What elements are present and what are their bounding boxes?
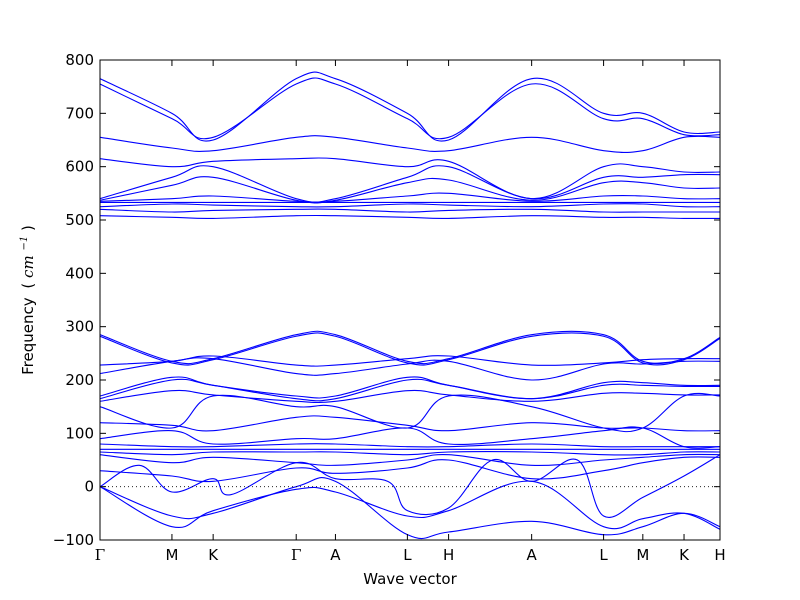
phonon-branch-22	[100, 443, 720, 448]
y-tick-label: 300	[65, 318, 94, 336]
phonon-branch-26	[100, 456, 720, 483]
phonon-branch-13	[100, 332, 720, 366]
phonon-branch-6	[100, 176, 720, 204]
y-tick-label: −100	[53, 531, 94, 549]
x-tick-label: Γ	[291, 546, 301, 564]
phonon-branch-15	[100, 357, 720, 381]
y-tick-label: 600	[65, 158, 94, 176]
phonon-branch-12	[100, 330, 720, 365]
phonon-branch-21	[100, 426, 720, 449]
y-axis-ticks: −100 0 100 200 300 400 500 600 700 800	[53, 51, 720, 549]
y-axis-label-text: Frequency	[19, 297, 37, 375]
y-tick-label: 0	[84, 478, 94, 496]
y-axis-label-group: Frequency ( cm −1 )	[13, 225, 37, 375]
phonon-branch-14	[100, 355, 720, 367]
x-tick-label: L	[599, 546, 608, 564]
phonon-branch-25	[100, 453, 720, 466]
y-axis-unit-open: (	[19, 283, 37, 289]
phonon-branch-5	[100, 165, 720, 203]
phonon-branch-7	[100, 192, 720, 203]
phonon-branch-24	[100, 451, 720, 456]
y-tick-label: 500	[65, 211, 94, 229]
x-tick-label: H	[714, 546, 725, 564]
phonon-branch-18	[100, 389, 720, 404]
y-tick-label: 100	[65, 424, 94, 442]
x-tick-label: M	[636, 546, 649, 564]
y-tick-label: 800	[65, 51, 94, 69]
y-tick-label: 200	[65, 371, 94, 389]
y-axis-label: Frequency ( cm −1 )	[13, 225, 37, 375]
x-tick-label: K	[679, 546, 690, 564]
phonon-branch-4	[100, 157, 720, 200]
phonon-branch-9	[100, 203, 720, 208]
y-tick-label: 400	[65, 264, 94, 282]
phonon-branch-28	[100, 477, 720, 540]
x-tick-label: Γ	[95, 546, 105, 564]
phonon-branch-2	[100, 77, 720, 140]
phonon-branch-17	[100, 378, 720, 402]
x-tick-label: K	[208, 546, 219, 564]
phonon-branch-27	[100, 454, 720, 518]
x-tick-label: L	[403, 546, 412, 564]
y-axis-unit-close: )	[19, 225, 37, 231]
x-tick-label: A	[527, 546, 538, 564]
x-tick-label: H	[443, 546, 454, 564]
phonon-branch-1	[100, 71, 720, 142]
phonon-branch-29	[100, 480, 720, 530]
phonon-branches	[100, 71, 720, 540]
phonon-branch-3	[100, 135, 720, 154]
x-tick-label: M	[165, 546, 178, 564]
x-tick-label: A	[330, 546, 341, 564]
x-axis-label: Wave vector	[363, 570, 457, 588]
y-axis-unit-exponent: −1	[19, 236, 30, 251]
phonon-branch-11	[100, 214, 720, 220]
y-tick-label: 700	[65, 104, 94, 122]
plot-frame	[99, 59, 721, 541]
y-axis-unit: cm	[19, 255, 37, 278]
phonon-branch-10	[100, 208, 720, 213]
